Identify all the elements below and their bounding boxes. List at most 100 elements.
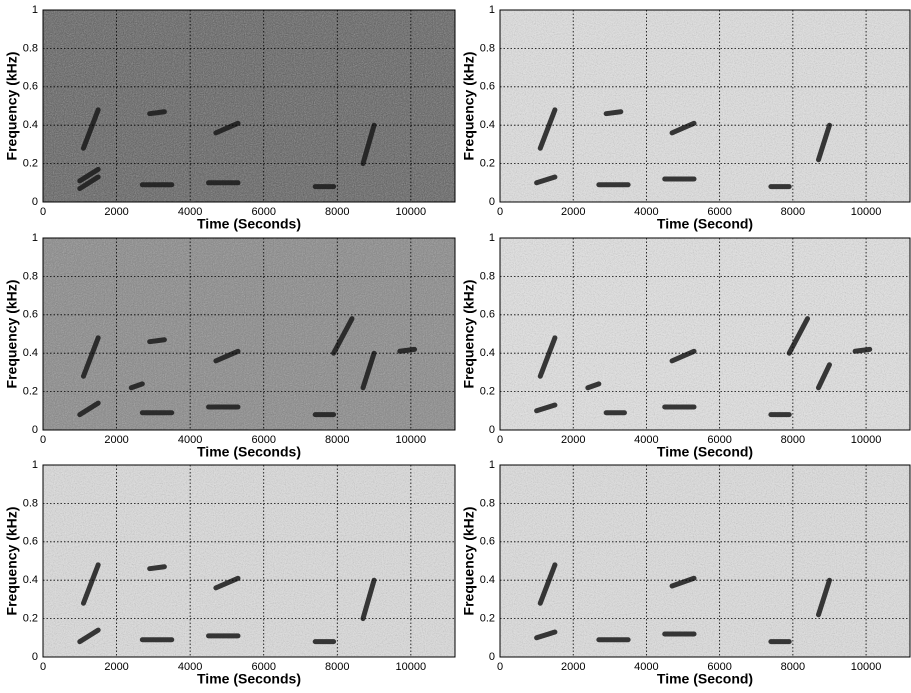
x-tick-label: 8000 — [325, 661, 349, 673]
y-tick-label: 0 — [489, 651, 495, 663]
call-stroke — [80, 335, 101, 379]
call-stroke — [815, 577, 832, 618]
x-tick-label: 6000 — [707, 434, 731, 446]
y-tick-label: 1 — [32, 232, 38, 244]
plot-frame — [499, 9, 911, 203]
x-tick-label: 4000 — [178, 206, 202, 218]
y-tick-label: 0.4 — [480, 119, 495, 131]
x-tick-label: 6000 — [707, 206, 731, 218]
y-tick-label: 0.2 — [480, 386, 495, 398]
call-stroke — [852, 346, 873, 354]
y-tick-label: 0.8 — [23, 42, 38, 54]
x-tick-label: 4000 — [634, 206, 658, 218]
call-stroke — [537, 562, 558, 606]
call-stroke — [331, 316, 355, 356]
x-tick-label: 2000 — [561, 434, 585, 446]
x-axis-label: Time (Seconds) — [197, 671, 301, 687]
call-stroke — [77, 627, 101, 645]
x-tick-label: 6000 — [251, 206, 275, 218]
noise-texture — [500, 465, 910, 657]
x-tick-label: 6000 — [707, 661, 731, 673]
y-tick-label: 0 — [32, 651, 38, 663]
spectrogram-panel: 0 2000 4000 6000 8000 10000 0 0.2 0.4 0.6 0.8 1 Time… — [461, 232, 911, 460]
plot-frame — [42, 237, 456, 431]
y-tick-label: 0 — [489, 424, 495, 436]
y-tick-label: 1 — [489, 459, 495, 471]
y-tick-label: 0.2 — [23, 613, 38, 625]
y-axis-label: Frequency (kHz) — [4, 507, 20, 616]
spectrogram-panel: 0 2000 4000 6000 8000 10000 0 0.2 0.4 0.6 0.8 1 Time… — [4, 4, 456, 232]
spectrogram-panel: 0 2000 4000 6000 8000 10000 0 0.2 0.4 0.6 0.8 1 Time… — [4, 232, 456, 460]
y-tick-label: 0.4 — [480, 574, 495, 586]
x-tick-label: 2000 — [104, 661, 128, 673]
y-axis-label: Frequency (kHz) — [4, 52, 20, 161]
x-tick-label: 2000 — [104, 434, 128, 446]
x-tick-label: 10000 — [851, 661, 882, 673]
x-tick-label: 10000 — [851, 206, 882, 218]
noise-texture — [43, 10, 455, 202]
y-tick-label: 0.4 — [23, 347, 38, 359]
y-tick-label: 0.2 — [23, 386, 38, 398]
plot-frame — [499, 237, 911, 431]
x-tick-label: 0 — [497, 661, 503, 673]
call-stroke — [213, 348, 241, 364]
y-tick-label: 0.4 — [23, 574, 38, 586]
x-tick-label: 8000 — [325, 206, 349, 218]
x-tick-label: 4000 — [178, 661, 202, 673]
noise-texture — [43, 238, 455, 430]
call-stroke — [147, 564, 167, 572]
y-tick-label: 0.8 — [23, 270, 38, 282]
spectrogram-panel: 0 2000 4000 6000 8000 10000 0 0.2 0.4 0.6 0.8 1 Time… — [4, 459, 456, 687]
call-stroke — [537, 107, 558, 151]
x-tick-label: 10000 — [851, 434, 882, 446]
x-tick-label: 0 — [40, 434, 46, 446]
y-tick-label: 0.4 — [23, 119, 38, 131]
spectrogram-panel: 0 2000 4000 6000 8000 10000 0 0.2 0.4 0.6 0.8 1 Time… — [461, 459, 911, 687]
x-tick-label: 8000 — [781, 661, 805, 673]
call-stroke — [213, 575, 241, 591]
noise-texture — [500, 238, 910, 430]
x-tick-label: 4000 — [634, 661, 658, 673]
plot-frame — [499, 464, 911, 658]
call-stroke — [534, 402, 558, 414]
call-stroke — [815, 122, 832, 163]
call-stroke — [534, 174, 558, 186]
call-stroke — [77, 400, 101, 418]
x-axis-label: Time (Seconds) — [197, 216, 301, 232]
call-stroke — [585, 381, 602, 391]
y-tick-label: 0.6 — [23, 536, 38, 548]
call-stroke — [213, 120, 241, 136]
call-stroke — [534, 629, 558, 641]
call-stroke — [77, 174, 101, 192]
y-tick-label: 0.8 — [480, 42, 495, 54]
y-tick-label: 0.8 — [480, 270, 495, 282]
y-tick-label: 0.8 — [23, 497, 38, 509]
call-stroke — [815, 362, 832, 391]
call-stroke — [147, 109, 167, 117]
x-tick-label: 10000 — [396, 661, 427, 673]
call-stroke — [669, 575, 697, 589]
y-tick-label: 0 — [32, 196, 38, 208]
noise-texture — [500, 10, 910, 202]
call-stroke — [360, 577, 377, 622]
y-tick-label: 0.8 — [480, 497, 495, 509]
y-tick-label: 1 — [489, 4, 495, 16]
plot-frame — [42, 464, 456, 658]
call-stroke — [360, 122, 377, 167]
x-tick-label: 0 — [497, 434, 503, 446]
x-axis-label: Time (Second) — [657, 444, 753, 460]
call-stroke — [786, 316, 810, 356]
x-tick-label: 8000 — [781, 434, 805, 446]
y-tick-label: 1 — [489, 232, 495, 244]
call-stroke — [537, 335, 558, 379]
call-stroke — [147, 337, 167, 345]
call-stroke — [80, 562, 101, 606]
y-axis-label: Frequency (kHz) — [461, 280, 477, 389]
call-stroke — [603, 109, 624, 117]
y-tick-label: 0.6 — [23, 309, 38, 321]
x-tick-label: 0 — [497, 206, 503, 218]
x-tick-label: 6000 — [251, 434, 275, 446]
x-tick-label: 10000 — [396, 206, 427, 218]
y-tick-label: 0.2 — [480, 158, 495, 170]
